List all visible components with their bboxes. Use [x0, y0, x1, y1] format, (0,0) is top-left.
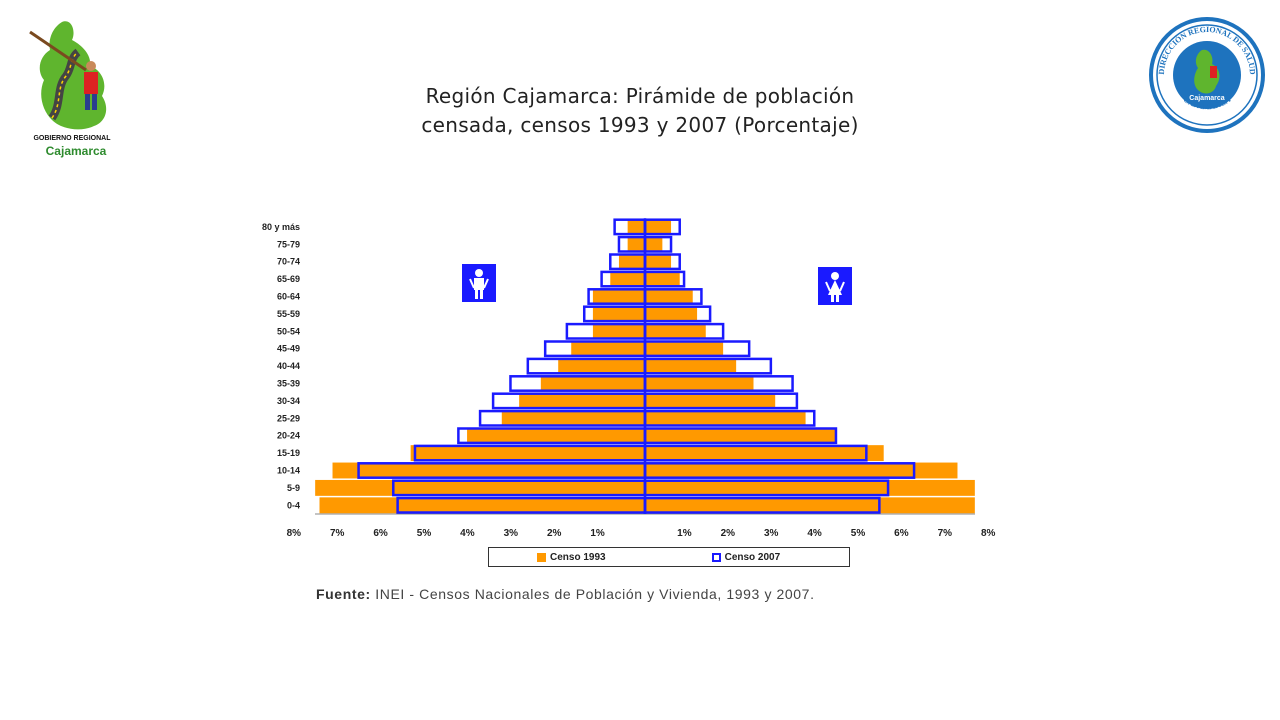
x-tick-label: 2%: [547, 528, 562, 539]
x-tick-label: 1%: [677, 528, 692, 539]
bar-1993-right-60-64: [645, 288, 693, 305]
bar-1993-left-0-4: [319, 497, 645, 514]
bar-1993-left-75-79: [627, 236, 645, 253]
x-tick-label: 7%: [330, 528, 345, 539]
x-tick-label: 8%: [981, 528, 996, 539]
legend-swatch-2007: [711, 552, 721, 562]
x-tick-label: 2%: [721, 528, 736, 539]
logo-right-map: [1194, 49, 1220, 94]
bar-1993-left-15-19: [410, 445, 645, 462]
logo-left-text-1: GOBIERNO REGIONAL: [33, 135, 111, 142]
age-label-35-39: 35-39: [277, 379, 300, 389]
bar-1993-right-40-44: [645, 358, 737, 375]
age-label-40-44: 40-44: [277, 361, 300, 371]
bar-1993-right-10-14: [645, 462, 958, 479]
bar-1993-left-55-59: [592, 305, 645, 322]
male-icon: [462, 264, 496, 302]
age-label-0-4: 0-4: [287, 500, 300, 510]
bar-1993-right-50-54: [645, 323, 706, 340]
chart-title: Región Cajamarca: Pirámide de población …: [340, 82, 940, 140]
legend-item-2007: Censo 2007: [711, 551, 781, 563]
x-tick-label: 8%: [287, 528, 302, 539]
bar-1993-left-10-14: [332, 462, 645, 479]
bar-1993-right-55-59: [645, 305, 698, 322]
gobierno-regional-logo: GOBIERNO REGIONAL Cajamarca: [29, 21, 111, 158]
bar-1993-right-15-19: [645, 445, 884, 462]
bar-1993-left-40-44: [558, 358, 645, 375]
legend-label-1993: Censo 1993: [550, 551, 606, 563]
x-tick-label: 6%: [373, 528, 388, 539]
age-label-15-19: 15-19: [277, 448, 300, 458]
x-tick-label: 5%: [417, 528, 432, 539]
age-label-45-49: 45-49: [277, 344, 300, 354]
x-tick-label: 6%: [894, 528, 909, 539]
logo-right-text-center: Cajamarca: [1189, 95, 1225, 102]
bar-1993-right-35-39: [645, 375, 754, 392]
age-label-5-9: 5-9: [287, 483, 300, 493]
x-tick-label: 7%: [938, 528, 953, 539]
bar-1993-left-65-69: [610, 271, 645, 288]
x-tick-label: 4%: [460, 528, 475, 539]
age-label-25-29: 25-29: [277, 413, 300, 423]
bar-1993-right-80 y más: [645, 218, 672, 235]
female-icon: [818, 267, 852, 305]
age-label-70-74: 70-74: [277, 257, 300, 267]
bar-1993-left-70-74: [618, 253, 645, 270]
bar-1993-left-45-49: [571, 340, 645, 357]
bar-1993-left-20-24: [467, 427, 645, 444]
age-label-20-24: 20-24: [277, 431, 300, 441]
bar-1993-right-45-49: [645, 340, 724, 357]
bar-1993-left-35-39: [540, 375, 645, 392]
x-tick-label: 5%: [851, 528, 866, 539]
title-line-2: censada, censos 1993 y 2007 (Porcentaje): [421, 113, 859, 137]
x-tick-label: 1%: [590, 528, 605, 539]
age-label-50-54: 50-54: [277, 326, 300, 336]
age-label-30-34: 30-34: [277, 396, 300, 406]
source-text: INEI - Censos Nacionales de Población y …: [375, 586, 815, 602]
age-label-75-79: 75-79: [277, 239, 300, 249]
chart-legend: Censo 1993 Censo 2007: [488, 547, 850, 567]
bar-1993-right-25-29: [645, 410, 806, 427]
age-label-65-69: 65-69: [277, 274, 300, 284]
bar-1993-left-50-54: [592, 323, 645, 340]
direccion-regional-salud-logo: DIRECCIÓN REGIONAL DE SALUD CAJAMARCA Ca…: [1149, 17, 1265, 133]
x-tick-label: 4%: [807, 528, 822, 539]
bar-1993-right-0-4: [645, 497, 975, 514]
x-tick-label: 3%: [504, 528, 519, 539]
age-label-10-14: 10-14: [277, 466, 300, 476]
bar-1993-left-5-9: [315, 479, 645, 496]
source-label: Fuente:: [316, 586, 371, 602]
bar-1993-left-60-64: [592, 288, 645, 305]
source-note: Fuente: INEI - Censos Nacionales de Pobl…: [316, 586, 815, 602]
age-label-60-64: 60-64: [277, 292, 300, 302]
bar-1993-right-70-74: [645, 253, 672, 270]
age-label-55-59: 55-59: [277, 309, 300, 319]
legend-item-1993: Censo 1993: [537, 552, 606, 563]
logo-figure: [84, 72, 98, 94]
legend-label-2007: Censo 2007: [724, 551, 781, 563]
x-tick-label: 3%: [764, 528, 779, 539]
bar-1993-right-30-34: [645, 392, 776, 409]
bar-1993-right-65-69: [645, 271, 680, 288]
legend-swatch-1993: [537, 552, 546, 562]
bar-1993-right-20-24: [645, 427, 836, 444]
age-label-80 y más: 80 y más: [262, 222, 300, 232]
bar-1993-left-25-29: [501, 410, 645, 427]
logo-left-text-2: Cajamarca: [46, 144, 107, 158]
title-line-1: Región Cajamarca: Pirámide de población: [425, 84, 855, 108]
bar-1993-right-75-79: [645, 236, 663, 253]
bar-1993-right-5-9: [645, 479, 975, 496]
bar-1993-left-30-34: [519, 392, 645, 409]
bar-1993-left-80 y más: [627, 218, 645, 235]
